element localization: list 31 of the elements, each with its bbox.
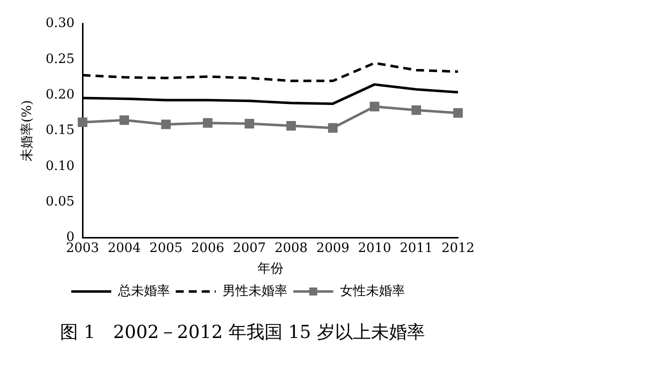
point	[202, 118, 212, 128]
point	[412, 105, 422, 115]
x-axis-title: 年份	[257, 262, 284, 277]
legend-label: 男性未婚率	[222, 282, 288, 299]
y-tick-label: 0.30	[46, 16, 75, 32]
x-tick-label: 2010	[358, 240, 392, 256]
point	[119, 115, 130, 125]
point	[453, 108, 463, 118]
x-tick-label: 2005	[149, 240, 183, 256]
point	[286, 121, 296, 131]
y-axis-title: 未婚率(%)	[19, 100, 36, 162]
x-tick-label: 2006	[191, 240, 224, 256]
point	[161, 120, 171, 130]
y-tick-label: 0.05	[46, 194, 75, 210]
legend-label: 总未婚率	[116, 282, 170, 299]
point	[328, 123, 338, 133]
text: 图 1 2002－2012 年我国 15 岁以上未婚率	[60, 321, 426, 344]
point	[370, 102, 380, 112]
x-tick-label: 2008	[274, 240, 308, 256]
y-tick-label: 0.15	[46, 123, 75, 138]
legend-label: 女性未婚率	[340, 282, 405, 299]
y-tick-label: 0.10	[46, 158, 75, 174]
y-tick-label: 0.25	[46, 52, 75, 67]
x-tick-label: 2004	[108, 240, 141, 256]
x-tick-label: 2009	[316, 240, 350, 256]
x-tick-label: 2012	[441, 240, 475, 256]
x-tick-label: 2007	[232, 240, 266, 256]
x-tick-label: 2011	[400, 240, 433, 256]
point	[78, 117, 88, 128]
point	[244, 118, 254, 128]
y-tick-label: 0.20	[46, 88, 75, 103]
